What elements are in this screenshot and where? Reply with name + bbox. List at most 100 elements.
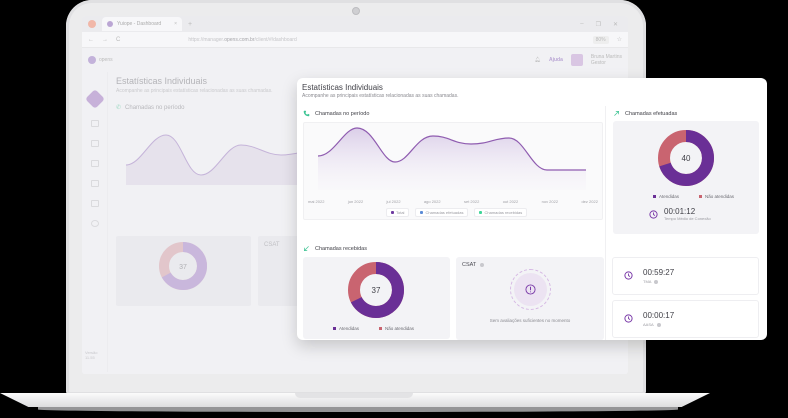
- new-tab-button[interactable]: +: [188, 20, 193, 28]
- info-icon[interactable]: [480, 263, 485, 267]
- bell-icon[interactable]: 🔔︎: [534, 57, 541, 63]
- favicon-icon: [107, 21, 113, 27]
- alert-icon: [525, 284, 536, 295]
- laptop-notch: [295, 393, 413, 398]
- tma-value: 00:59:27: [643, 268, 675, 277]
- recebidas-heading: Chamadas recebidas: [303, 245, 367, 252]
- efetuadas-legend: Atendidas Não atendidas: [653, 194, 734, 199]
- camera-icon: [352, 7, 360, 15]
- x-tick: set 2022: [463, 199, 480, 204]
- stat-card-tma: 00:59:27 TMA: [612, 257, 759, 295]
- avg-connection-time: 00:01:12 Tempo Médio de Conexão: [649, 207, 711, 221]
- x-tick: out 2022: [502, 199, 519, 204]
- efetuadas-box: 40 Atendidas Não atendidas 00:01:12 Temp…: [613, 121, 759, 234]
- info-icon[interactable]: [656, 322, 661, 327]
- legend-nao-atendidas[interactable]: Não atendidas: [379, 326, 414, 331]
- laptop-base: [0, 393, 710, 407]
- bg-page-subtitle: Acompanhe as principais estatísticas rel…: [116, 88, 273, 94]
- tma-label: TMA: [643, 279, 659, 284]
- efetuadas-total: 40: [681, 154, 691, 163]
- sidebar-item-messages[interactable]: [91, 120, 99, 127]
- efetuadas-heading: Chamadas efetuadas: [613, 110, 677, 117]
- close-window-button[interactable]: ✕: [612, 21, 618, 28]
- legend-swatch: [391, 211, 394, 214]
- csat-title: CSAT: [462, 262, 485, 268]
- app-version: Versão 11.55: [85, 350, 98, 360]
- csat-panel: CSAT Sem avaliações suficientes no momen…: [456, 257, 604, 340]
- recebidas-donut: [348, 262, 404, 318]
- efetuadas-donut: [658, 130, 714, 186]
- sidebar-item-settings[interactable]: [91, 220, 99, 227]
- app-logo-icon: [88, 56, 96, 64]
- recebidas-legend: Atendidas Não atendidas: [333, 326, 414, 331]
- x-tick: ago 2022: [423, 199, 441, 204]
- csat-message: Sem avaliações suficientes no momento: [489, 318, 571, 323]
- recebidas-total: 37: [371, 286, 381, 295]
- browser-logo-icon: [88, 20, 96, 28]
- x-axis-labels: mai 2022 jun 2022 jul 2022 ago 2022 set …: [308, 199, 598, 204]
- legend-nao-atendidas[interactable]: Não atendidas: [699, 194, 734, 199]
- zoom-indicator[interactable]: 80%: [592, 35, 609, 44]
- maximize-button[interactable]: ❐: [595, 21, 601, 28]
- url-domain: opens.com.br: [224, 36, 255, 43]
- outgoing-arrow-icon: [614, 111, 619, 116]
- legend-swatch: [479, 211, 483, 214]
- recebidas-box: 37 Atendidas Não atendidas: [303, 257, 450, 339]
- bookmark-star-icon[interactable]: ☆: [616, 37, 622, 43]
- help-button[interactable]: Ajuda: [548, 57, 563, 63]
- sidebar-item-queue[interactable]: [91, 180, 99, 187]
- x-tick: jun 2022: [347, 199, 364, 204]
- browser-navbar: ← → C https://manager.opens.com.br/clien…: [82, 32, 628, 48]
- user-name: Bruna Martins: [590, 54, 622, 60]
- sidebar-item-dashboard[interactable]: [85, 89, 105, 109]
- efetuadas-heading-text: Chamadas efetuadas: [625, 110, 678, 117]
- legend-total[interactable]: Total: [386, 208, 410, 217]
- app-header: opens 🔔︎ Ajuda Bruna Martins Gestor: [82, 48, 628, 72]
- sidebar-item-print[interactable]: [91, 200, 99, 207]
- url-prefix: https://manager.: [188, 36, 225, 43]
- url-bar[interactable]: https://manager.opens.com.br/client/#/da…: [188, 37, 296, 43]
- aasa-value: 00:00:17: [643, 311, 675, 320]
- efetuadas-panel: Chamadas efetuadas 40 Atendidas Não aten…: [610, 106, 765, 236]
- x-tick: dez 2022: [581, 199, 598, 204]
- tab-title: Yuiope - Dashboard: [117, 21, 162, 27]
- browser-tab[interactable]: Yuiope - Dashboard ×: [102, 17, 182, 31]
- user-role: Gestor: [590, 60, 606, 66]
- period-heading: Chamadas no período: [303, 110, 369, 117]
- window-controls: – ❐ ✕: [580, 21, 628, 28]
- period-line-chart: [317, 127, 586, 190]
- reload-button[interactable]: C: [116, 36, 121, 43]
- sidebar-item-reports[interactable]: [91, 160, 99, 167]
- header-right: 🔔︎ Ajuda Bruna Martins Gestor: [535, 54, 622, 66]
- x-tick: jul 2022: [386, 199, 401, 204]
- csat-title-text: CSAT: [462, 262, 477, 268]
- app-logo-text: opens: [99, 57, 113, 63]
- bg-received-panel: 37: [116, 236, 251, 306]
- avg-time-value: 00:01:12: [664, 207, 696, 216]
- period-heading-text: Chamadas no período: [315, 110, 370, 117]
- legend-recebidas[interactable]: Chamadas recebidas: [474, 208, 528, 217]
- user-info[interactable]: Bruna Martins Gestor: [591, 54, 622, 66]
- period-panel: Chamadas no período mai 2022 jun 2022: [300, 106, 603, 220]
- csat-ring: [510, 269, 551, 310]
- avatar[interactable]: [570, 54, 583, 66]
- laptop-shadow: [38, 407, 678, 412]
- legend-atendidas[interactable]: Atendidas: [333, 326, 359, 331]
- stat-card-aasa: 00:00:17 AASA: [612, 300, 759, 338]
- legend-swatch: [420, 211, 424, 214]
- divider: [605, 106, 606, 340]
- tab-close-icon[interactable]: ×: [174, 21, 177, 27]
- minimize-button[interactable]: –: [580, 20, 584, 27]
- back-button[interactable]: ←: [88, 36, 94, 43]
- x-tick: nov 2022: [541, 199, 559, 204]
- url-path: /client/#/dashboard: [254, 36, 297, 43]
- legend-efetuadas[interactable]: Chamadas efetuadas: [415, 208, 469, 217]
- info-icon[interactable]: [654, 279, 659, 284]
- bg-page-title: Estatísticas Individuais: [116, 76, 208, 86]
- avg-time-label: Tempo Médio de Conexão: [664, 216, 711, 221]
- forward-button[interactable]: →: [102, 36, 108, 43]
- svg-text:37: 37: [179, 264, 187, 271]
- legend-atendidas[interactable]: Atendidas: [653, 194, 679, 199]
- sidebar-item-contacts[interactable]: [91, 140, 99, 147]
